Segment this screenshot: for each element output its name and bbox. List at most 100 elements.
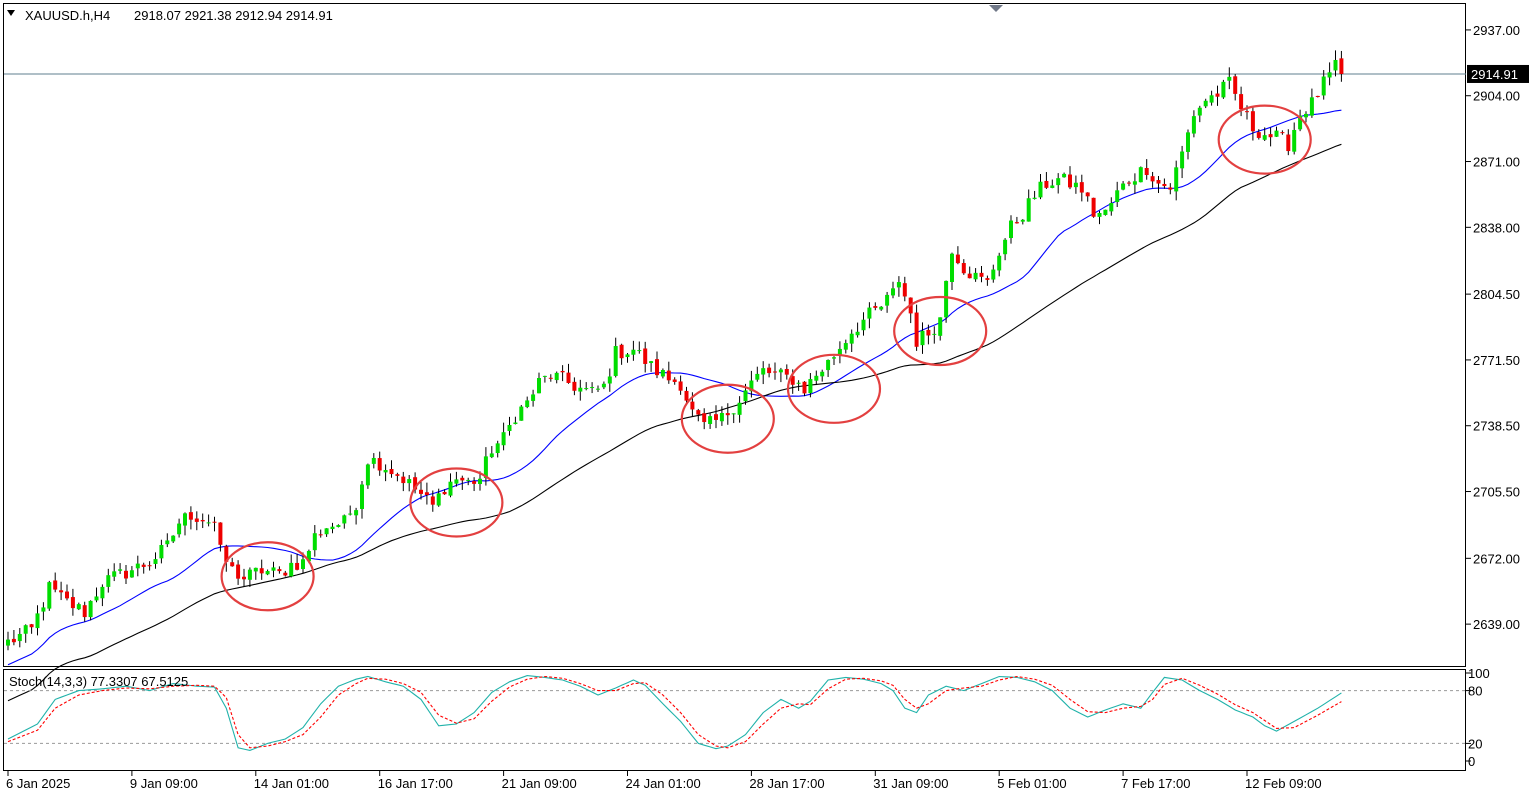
candle-body xyxy=(354,510,359,516)
candle-body xyxy=(171,535,176,542)
candle-body xyxy=(301,559,305,570)
candle-body xyxy=(76,604,81,610)
candle xyxy=(371,453,376,469)
candle-body xyxy=(861,319,866,331)
candle xyxy=(1262,127,1267,141)
candle xyxy=(454,471,459,487)
highlight-circle xyxy=(1217,104,1312,175)
candle-body xyxy=(1068,174,1072,188)
candle-body xyxy=(247,569,252,580)
highlight-circles xyxy=(220,104,1312,612)
candle-body xyxy=(348,513,353,515)
chart-title: XAUUSD.h,H4 xyxy=(25,8,110,23)
candle xyxy=(714,405,718,429)
candle xyxy=(424,482,429,505)
candle-body xyxy=(666,370,671,381)
candle-body xyxy=(814,375,819,381)
candle xyxy=(53,572,58,593)
candle xyxy=(896,276,901,297)
candle xyxy=(1186,129,1190,160)
candle xyxy=(11,629,16,646)
candle xyxy=(1298,109,1303,132)
candle xyxy=(336,524,341,528)
candle xyxy=(1280,130,1285,135)
candle-body xyxy=(135,563,140,569)
candle-body xyxy=(206,522,211,524)
candle-body xyxy=(100,586,105,599)
chart-shift-marker-icon[interactable] xyxy=(989,5,1003,12)
candle xyxy=(619,343,624,365)
candle xyxy=(194,511,199,531)
candle-body xyxy=(643,348,648,364)
candle xyxy=(1032,190,1037,200)
candle-body xyxy=(560,370,565,373)
candle-body xyxy=(218,522,223,545)
candle-body xyxy=(159,544,164,559)
candle-body xyxy=(1115,190,1120,203)
stochastic-lines xyxy=(4,675,1466,751)
candle-body xyxy=(790,376,795,385)
candle-body xyxy=(1044,180,1049,188)
candle xyxy=(265,569,270,576)
candle xyxy=(578,379,583,401)
candle xyxy=(861,312,866,336)
candle xyxy=(584,382,589,391)
candle-body xyxy=(761,368,766,375)
candle xyxy=(1144,159,1149,180)
candle-body xyxy=(1209,95,1214,103)
candle xyxy=(814,370,819,386)
candle-body xyxy=(1038,181,1043,198)
candle-body xyxy=(849,333,854,344)
candle-body xyxy=(188,512,193,520)
candle xyxy=(1304,111,1308,123)
candle-body xyxy=(1309,97,1314,116)
candle-body xyxy=(283,572,288,576)
candle xyxy=(655,351,659,379)
candle xyxy=(1121,181,1126,191)
candle xyxy=(1333,50,1338,77)
candle xyxy=(843,339,848,354)
candle-body xyxy=(554,372,559,381)
candle xyxy=(100,584,105,607)
candle xyxy=(873,302,878,311)
candle-body xyxy=(183,513,187,526)
candle xyxy=(1091,197,1096,218)
candle-body xyxy=(118,569,123,571)
candle xyxy=(537,372,541,394)
highlight-circle xyxy=(893,295,988,367)
ohlc-readout: 2918.07 2921.38 2912.94 2914.91 xyxy=(134,8,333,23)
stochastic-tick-label: 100 xyxy=(1468,666,1490,681)
candle xyxy=(23,624,28,643)
candle-body xyxy=(1020,219,1025,222)
candle-body xyxy=(1032,197,1037,199)
candle-body xyxy=(478,478,482,484)
ma-slow-line xyxy=(7,143,1342,702)
candle xyxy=(849,329,854,352)
candle-body xyxy=(885,294,890,306)
time-tick-label: 12 Feb 09:00 xyxy=(1245,776,1322,791)
candle-body xyxy=(1315,95,1320,98)
candle xyxy=(1150,171,1155,188)
highlight-circle xyxy=(409,467,504,538)
time-tick-label: 21 Jan 09:00 xyxy=(502,776,577,791)
candle xyxy=(395,472,400,482)
candle xyxy=(153,552,158,569)
candle xyxy=(902,276,907,302)
candle xyxy=(271,561,276,578)
candle xyxy=(472,477,477,492)
candle xyxy=(1109,197,1114,216)
candle-body xyxy=(696,410,701,415)
price-tick-label: 2904.00 xyxy=(1473,89,1520,104)
candle xyxy=(218,522,223,552)
stochastic-signal-line xyxy=(7,675,1342,749)
collapse-triangle-icon[interactable] xyxy=(7,10,15,16)
candle-body xyxy=(672,379,677,382)
candle-body xyxy=(1280,132,1285,134)
candle-body xyxy=(318,534,323,536)
candle xyxy=(985,275,990,286)
candle xyxy=(731,413,736,424)
candle xyxy=(1215,85,1220,106)
candle xyxy=(802,381,807,397)
candle xyxy=(348,505,353,516)
candle-body xyxy=(1009,220,1013,239)
